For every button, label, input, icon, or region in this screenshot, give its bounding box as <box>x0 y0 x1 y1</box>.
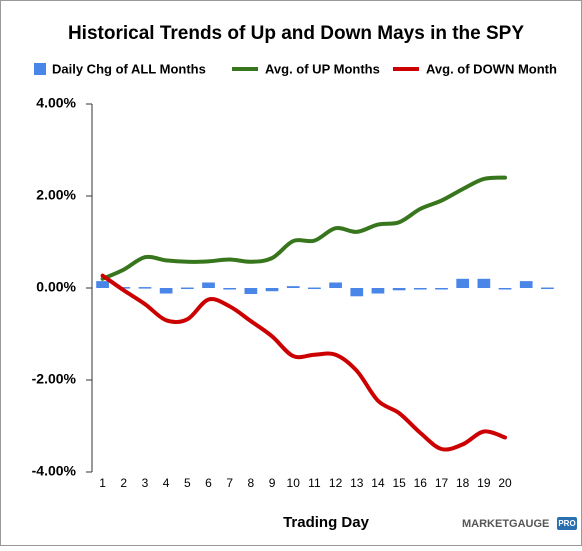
bar <box>202 282 215 288</box>
x-tick-label: 8 <box>248 476 255 490</box>
watermark-badge-bg <box>557 517 577 530</box>
bar <box>117 287 131 289</box>
bar <box>498 288 512 290</box>
bar <box>286 286 300 288</box>
x-tick-label: 4 <box>163 476 170 490</box>
y-tick-label: 0.00% <box>36 279 76 295</box>
bar <box>96 281 109 288</box>
x-tick-label: 19 <box>477 476 491 490</box>
watermark: MARKETGAUGE <box>462 518 549 530</box>
x-tick-label: 13 <box>350 476 364 490</box>
x-tick-label: 9 <box>269 476 276 490</box>
bar <box>477 278 491 288</box>
bar <box>244 288 258 294</box>
x-tick-label: 11 <box>308 476 321 490</box>
bar <box>329 282 342 288</box>
x-tick-label: 17 <box>435 476 449 490</box>
bar <box>371 288 385 294</box>
line <box>100 175 508 281</box>
legend-label: Avg. of UP Months <box>265 61 380 76</box>
x-tick-label: 15 <box>392 476 406 490</box>
x-tick-label: 7 <box>226 476 233 490</box>
watermark-badge: PRO <box>558 519 575 528</box>
x-tick-label: 20 <box>498 476 512 490</box>
x-tick-label: 12 <box>329 476 343 490</box>
y-tick-label: -4.00% <box>32 463 77 479</box>
legend-label: Avg. of DOWN Month <box>426 61 557 76</box>
bar <box>350 288 364 297</box>
x-tick-label: 6 <box>205 476 212 490</box>
bar <box>159 288 173 294</box>
bar <box>435 288 448 290</box>
x-tick-label: 10 <box>287 476 301 490</box>
x-tick-label: 18 <box>456 476 470 490</box>
x-tick-label: 2 <box>120 476 127 490</box>
bar <box>265 288 279 292</box>
x-axis-label: Trading Day <box>283 514 370 531</box>
legend-swatch <box>34 63 46 75</box>
y-tick-label: 4.00% <box>36 95 76 111</box>
x-tick-label: 3 <box>142 476 149 490</box>
bar <box>180 287 194 290</box>
bar <box>308 287 321 290</box>
bar <box>541 287 554 290</box>
x-tick-label: 14 <box>371 476 385 490</box>
bar <box>456 278 470 288</box>
x-tick-label: 5 <box>184 476 191 490</box>
line <box>100 273 508 452</box>
y-tick-label: -2.00% <box>32 371 77 387</box>
y-tick-label: 2.00% <box>36 187 76 203</box>
bar <box>223 288 237 290</box>
bar <box>138 287 152 289</box>
bar <box>519 281 533 288</box>
x-tick-label: 16 <box>414 476 428 490</box>
legend-label: Daily Chg of ALL Months <box>52 61 206 76</box>
x-tick-label: 1 <box>99 476 106 490</box>
bar <box>392 288 406 291</box>
chart-title: Historical Trends of Up and Down Mays in… <box>68 23 524 44</box>
bar <box>413 288 427 290</box>
